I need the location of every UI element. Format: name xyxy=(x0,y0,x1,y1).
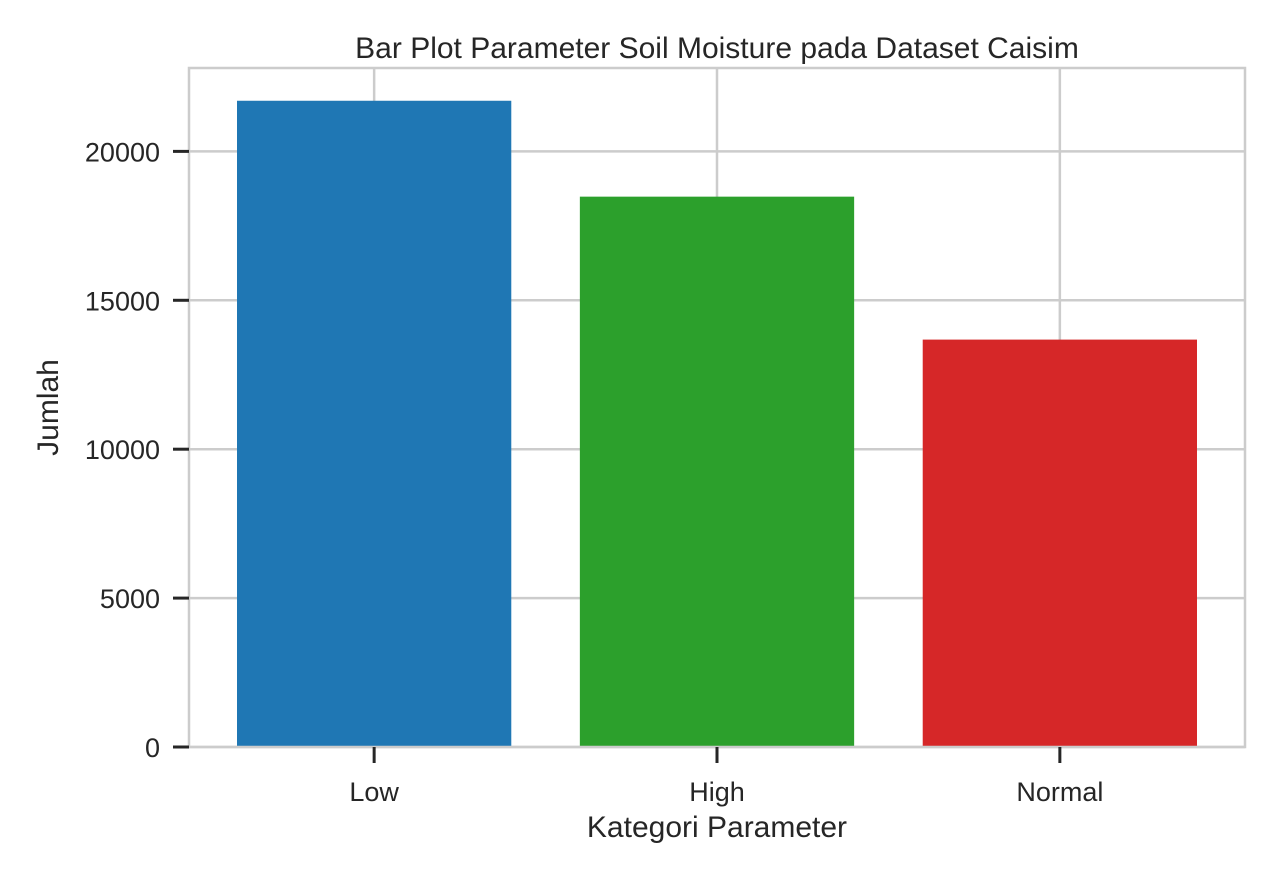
y-tick-label: 5000 xyxy=(100,584,160,614)
axis-ticks: 0 5000 10000 15000 20000 Low High Normal xyxy=(85,137,1103,807)
chart-title: Bar Plot Parameter Soil Moisture pada Da… xyxy=(355,32,1079,65)
bar-normal xyxy=(922,339,1197,747)
y-tick-label: 0 xyxy=(145,733,160,763)
y-tick-label: 15000 xyxy=(85,286,160,316)
x-tick-label-normal: Normal xyxy=(1016,777,1103,807)
x-axis-label: Kategori Parameter xyxy=(587,811,847,844)
bars xyxy=(237,100,1197,747)
y-tick-label: 20000 xyxy=(85,137,160,167)
y-tick-label: 10000 xyxy=(85,435,160,465)
bar-low xyxy=(237,100,512,747)
x-tick-label-low: Low xyxy=(349,777,399,807)
y-axis-label: Jumlah xyxy=(32,359,65,456)
bar-high xyxy=(579,196,855,747)
x-tick-label-high: High xyxy=(689,777,745,807)
